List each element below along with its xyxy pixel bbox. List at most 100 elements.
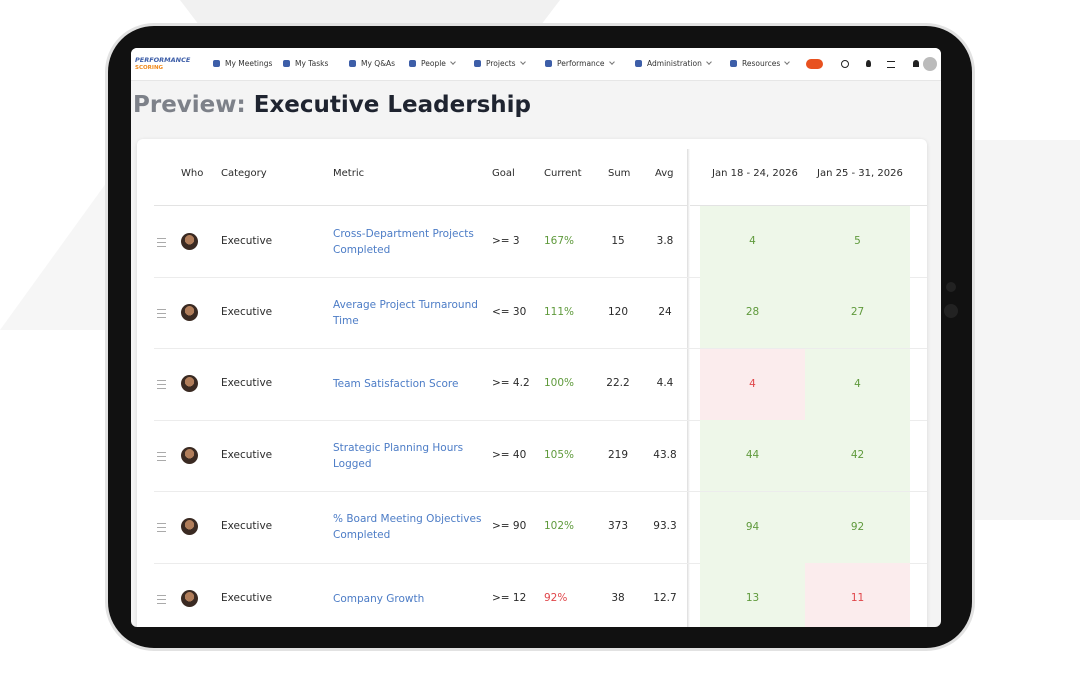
column-header: Avg (655, 168, 674, 179)
goal: >= 40 (492, 448, 527, 461)
current: 111% (544, 305, 575, 318)
avg: 3.8 (656, 234, 674, 247)
week-score[interactable]: 5 (805, 206, 910, 277)
week-score[interactable]: 4 (700, 348, 805, 420)
avg: 93.3 (653, 520, 677, 533)
row-divider (154, 348, 927, 350)
sum: 219 (607, 448, 629, 461)
nav-label: Administration (647, 59, 702, 68)
nav-icon (545, 60, 552, 67)
metric-link[interactable]: % Board Meeting Objectives Completed (333, 513, 482, 542)
current: 105% (544, 448, 575, 461)
column-header: Current (544, 168, 582, 179)
sum: 38 (611, 591, 625, 604)
column-header: Metric (333, 168, 365, 179)
metric-link[interactable]: Cross-Department Projects Completed (333, 227, 474, 256)
current: 100% (544, 377, 575, 390)
nav-item[interactable]: Performance (545, 59, 615, 68)
week-score[interactable]: 92 (805, 491, 910, 563)
logo-text: PERFORMANCE (135, 56, 191, 64)
avatar (181, 232, 198, 250)
metric-link[interactable]: Team Satisfaction Score (333, 378, 459, 391)
list-icon[interactable] (887, 61, 895, 68)
column-header: Jan 25 - 31, 2026 (817, 168, 903, 179)
goal: >= 3 (492, 234, 520, 247)
week-score[interactable]: 4 (805, 348, 910, 420)
page-title: Preview: Executive Leadership (133, 92, 531, 118)
week-score[interactable]: 27 (805, 277, 910, 349)
nav-label: Projects (486, 59, 516, 68)
search-icon[interactable] (841, 60, 849, 68)
drag-handle[interactable] (157, 594, 166, 604)
drag-handle[interactable] (157, 380, 166, 390)
scorecard-table: Who Category Metric Goal Current Sum Avg Jan 18… (137, 139, 927, 627)
logo-text: SCORING (135, 65, 164, 71)
notifications-icon[interactable] (913, 60, 919, 67)
avg: 4.4 (656, 377, 674, 390)
metric-link[interactable]: Average Project Turnaround Time (333, 298, 478, 327)
screen: PERFORMANCE SCORING My Meetings My Tasks M… (131, 48, 941, 627)
drag-handle[interactable] (157, 308, 166, 318)
nav-item[interactable]: Resources (730, 59, 791, 68)
nav-label: My Meetings (225, 59, 273, 68)
current: 92% (544, 591, 568, 604)
week-score[interactable]: 42 (805, 420, 910, 492)
week-score[interactable]: 28 (700, 277, 805, 349)
drag-handle[interactable] (157, 451, 166, 461)
week-score[interactable]: 94 (700, 491, 805, 563)
category: Executive (221, 234, 273, 247)
row-divider (154, 562, 927, 564)
week-score[interactable]: 44 (700, 420, 805, 492)
avatar (181, 303, 198, 321)
avg: 24 (658, 305, 672, 318)
nav-item[interactable]: My Q&As (349, 59, 395, 68)
column-header: Sum (608, 168, 631, 179)
nav-icon (213, 60, 220, 67)
column-header: Goal (492, 168, 515, 179)
week-score[interactable]: 4 (700, 206, 805, 277)
sum: 120 (607, 305, 629, 318)
dropdown-chevron (450, 59, 456, 65)
column-header: Who (181, 168, 204, 179)
avg: 12.7 (653, 591, 677, 604)
logo[interactable]: PERFORMANCE SCORING (135, 56, 197, 72)
nav-item[interactable]: Administration (635, 59, 712, 68)
sum: 373 (607, 520, 629, 533)
avg: 43.8 (653, 448, 677, 461)
metric-link[interactable]: Strategic Planning Hours Logged (333, 441, 464, 470)
avatar (181, 589, 198, 607)
user-avatar[interactable] (923, 57, 937, 71)
row-divider (154, 419, 927, 421)
freeze-divider (687, 149, 690, 627)
avatar (181, 518, 198, 536)
dropdown-chevron (608, 59, 615, 65)
avatar (181, 375, 198, 393)
goal: >= 90 (492, 520, 527, 533)
toggle[interactable] (806, 59, 823, 69)
drag-handle[interactable] (157, 523, 166, 533)
week-score[interactable]: 13 (700, 563, 805, 627)
row-divider (154, 277, 927, 278)
goal: >= 12 (492, 591, 527, 604)
category: Executive (221, 520, 273, 533)
nav-icon (635, 60, 642, 67)
tips-icon[interactable] (866, 60, 871, 67)
drag-handle[interactable] (157, 237, 166, 247)
nav-item[interactable]: People (409, 59, 456, 68)
nav-item[interactable]: Projects (474, 59, 526, 68)
category: Executive (221, 305, 273, 318)
nav-item[interactable]: My Meetings (213, 59, 272, 68)
nav-label: People (421, 59, 446, 68)
category: Executive (221, 591, 273, 604)
sum: 22.2 (606, 377, 630, 390)
current: 102% (544, 520, 575, 533)
title-prefix: Preview: (133, 92, 246, 118)
metric-link[interactable]: Company Growth (333, 592, 425, 605)
week-score[interactable]: 11 (805, 563, 910, 627)
column-header: Category (221, 168, 267, 179)
column-header: Jan 18 - 24, 2026 (712, 168, 798, 179)
category: Executive (221, 448, 273, 461)
nav-item[interactable]: My Tasks (283, 59, 328, 68)
current: 167% (544, 234, 575, 247)
